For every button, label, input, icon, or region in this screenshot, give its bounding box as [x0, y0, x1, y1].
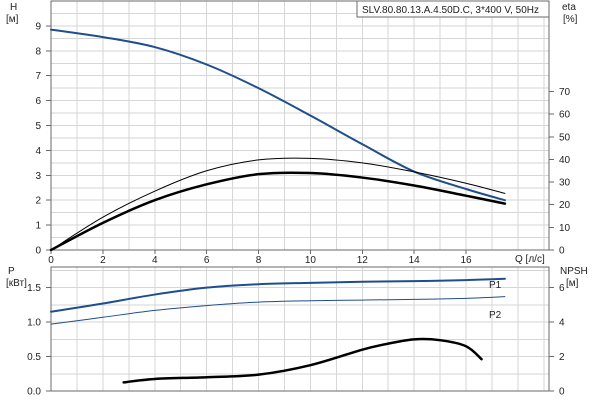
- tick-label-eta: 30: [559, 178, 571, 189]
- tick-label-p: 1.5: [27, 283, 41, 294]
- tick-label-q: 6: [204, 255, 210, 266]
- tick-label-h: 4: [35, 146, 41, 157]
- tick-label-h: 8: [35, 46, 41, 57]
- series-p1-curve: [50, 277, 506, 313]
- series-eta-thick-curve: [49, 171, 507, 252]
- tick-label-npsh: 2: [559, 352, 565, 363]
- tick-label-eta: 60: [559, 110, 571, 121]
- tick-label-q: 0: [48, 255, 54, 266]
- x-axis-label: Q [л/с]: [515, 254, 545, 265]
- series-npsh-curve: [122, 337, 483, 384]
- tick-label-q: 14: [409, 255, 421, 266]
- tick-label-q: 10: [305, 255, 317, 266]
- title-box: [356, 0, 550, 18]
- tick-label-h: 1: [35, 221, 41, 232]
- axis-titles: H [м] eta [%] Q [л/с] P [кВт] NPSH [м]: [6, 2, 588, 289]
- tick-label-eta: 40: [559, 155, 571, 166]
- top-right-axis-label: eta: [562, 2, 576, 13]
- top-right-axis-unit: [%]: [563, 14, 578, 25]
- top-left-axis-unit: [м]: [6, 14, 19, 25]
- tick-label-h: 0: [35, 246, 41, 257]
- tick-label-p: 1.0: [27, 318, 41, 329]
- grid-lines: [51, 1, 549, 391]
- series-label-p1: P1: [489, 280, 502, 291]
- tick-label-h: 5: [35, 121, 41, 132]
- tick-label-h: 9: [35, 21, 41, 32]
- bottom-right-axis-unit: [м]: [566, 278, 579, 289]
- tick-label-h: 2: [35, 196, 41, 207]
- tick-label-eta: 70: [559, 87, 571, 98]
- tick-label-eta: 50: [559, 132, 571, 143]
- bottom-left-axis-unit: [кВт]: [6, 278, 27, 289]
- tick-label-npsh: 6: [559, 283, 565, 294]
- tick-label-h: 3: [35, 171, 41, 182]
- tick-label-h: 6: [35, 96, 41, 107]
- tick-label-eta: 0: [559, 246, 565, 257]
- series-labels: P1 P2: [489, 280, 502, 321]
- plot-frames: [50, 0, 550, 392]
- tick-label-h: 7: [35, 71, 41, 82]
- chart-title: SLV.80.80.13.A.4.50D.C, 3*400 V, 50Hz: [362, 5, 539, 16]
- tick-label-npsh: 0: [559, 387, 565, 398]
- tick-label-q: 2: [100, 255, 106, 266]
- tick-label-eta: 10: [559, 223, 571, 234]
- tick-label-p: 0.5: [27, 352, 41, 363]
- tick-label-q: 16: [460, 255, 472, 266]
- tick-label-eta: 20: [559, 200, 571, 211]
- tick-label-p: 0.0: [27, 387, 41, 398]
- tick-label-q: 8: [256, 255, 262, 266]
- series-eta-thin-curve: [50, 157, 506, 251]
- series-label-p2: P2: [489, 310, 502, 321]
- tick-label-q: 12: [357, 255, 369, 266]
- series-p2-curve: [50, 296, 506, 325]
- top-left-axis-label: H: [10, 2, 17, 13]
- bottom-right-axis-label: NPSH: [560, 266, 588, 277]
- bottom-left-axis-label: P: [8, 266, 15, 277]
- bottom-plot-frame: [50, 266, 550, 392]
- tick-label-q: 4: [152, 255, 158, 266]
- tick-label-npsh: 4: [559, 318, 565, 329]
- series-layer: [49, 28, 507, 384]
- series-head-curve: [50, 28, 506, 202]
